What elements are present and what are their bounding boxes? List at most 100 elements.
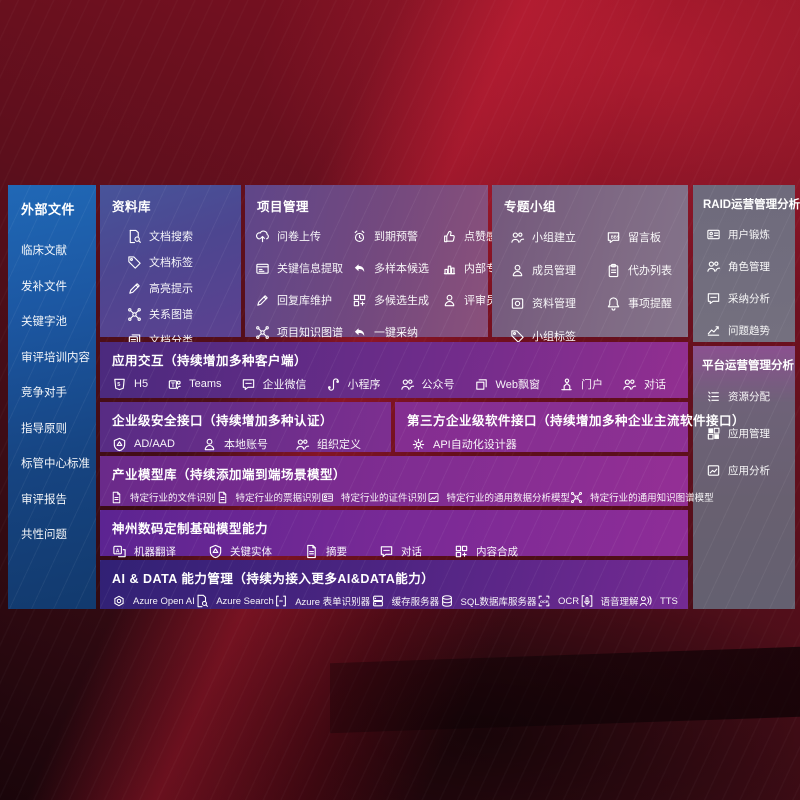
feature-item[interactable]: SQL数据库服务器 xyxy=(440,594,537,608)
alarm-icon xyxy=(352,229,367,244)
feature-item[interactable]: 资料管理 xyxy=(510,295,606,311)
feature-item[interactable]: 多候选生成 xyxy=(352,292,442,308)
feature-item[interactable]: Azure Open AI xyxy=(112,594,195,608)
feature-item[interactable]: OCR xyxy=(537,594,579,608)
feature-item[interactable]: 文档搜索 xyxy=(127,228,241,244)
feature-item[interactable]: 门户 xyxy=(559,376,603,392)
feature-item[interactable]: 指导原则 xyxy=(21,420,96,436)
feature-item-label: 特定行业的证件识别 xyxy=(341,493,427,504)
feature-item-label: 门户 xyxy=(580,379,603,391)
feature-item[interactable]: 事项提醒 xyxy=(606,295,686,311)
project-management-title: 项目管理 xyxy=(257,200,310,214)
feature-item[interactable]: 项目知识图谱 xyxy=(255,324,352,340)
feature-item[interactable]: 采纳分析 xyxy=(706,291,795,306)
feature-item[interactable]: 关键实体 xyxy=(208,544,272,559)
people-icon xyxy=(706,259,721,274)
feature-item[interactable]: 代办列表 xyxy=(606,262,686,278)
feature-item[interactable]: 本地账号 xyxy=(202,436,268,452)
feature-item[interactable]: Azure 表单识别器 xyxy=(274,594,370,608)
feature-item[interactable]: 摘要 xyxy=(304,544,347,559)
feature-item[interactable]: 标管中心标准 xyxy=(21,455,96,471)
feature-item[interactable]: 一键采纳 xyxy=(352,324,442,340)
feature-item[interactable]: 竞争对手 xyxy=(21,384,96,400)
feature-item[interactable]: 问题趋势 xyxy=(706,323,795,338)
feature-item[interactable]: H5 xyxy=(112,377,148,392)
feature-item[interactable]: 成员管理 xyxy=(510,262,606,278)
h5-icon xyxy=(112,377,127,392)
clipboard-icon xyxy=(606,263,621,278)
feature-item[interactable]: 共性问题 xyxy=(21,526,96,542)
feature-item[interactable]: 特定行业的证件识别 xyxy=(321,490,427,504)
doc-icon xyxy=(304,544,319,559)
feature-item[interactable]: Web飘窗 xyxy=(474,376,540,392)
feature-item[interactable]: 特定行业的文件识别 xyxy=(110,490,216,504)
reply-arrow-icon xyxy=(352,325,367,340)
feature-item[interactable]: 应用分析 xyxy=(706,463,795,478)
knowledge-graph-icon xyxy=(255,325,270,340)
feature-item-label: 关键实体 xyxy=(230,546,272,558)
chat-analysis-icon xyxy=(706,291,721,306)
feature-item[interactable]: 应用管理 xyxy=(706,426,795,441)
feature-item[interactable]: 角色管理 xyxy=(706,259,795,274)
feature-item[interactable]: 缓存服务器 xyxy=(371,594,439,608)
info-extract-icon xyxy=(255,261,270,276)
feature-item[interactable]: 到期预警 xyxy=(352,228,442,244)
feature-item[interactable]: 小程序 xyxy=(326,376,381,392)
feature-item-label: 到期预警 xyxy=(374,231,418,243)
feature-item[interactable]: 公众号 xyxy=(400,376,455,392)
feature-item-label: 机器翻译 xyxy=(134,546,176,558)
receipt-icon xyxy=(216,491,229,504)
feature-item[interactable]: 关系图谱 xyxy=(127,306,241,322)
platform-analysis-panel: 平台运营管理分析 资源分配 应用管理 应用分析 xyxy=(693,346,795,609)
external-files-list: 临床文献发补文件关键字池审评培训内容 竞争对手指导原则标管中心标准 审评报告共性问题 xyxy=(8,218,96,602)
feature-item[interactable]: 特定行业的通用数据分析模型 xyxy=(427,490,570,504)
feature-item[interactable]: 对话 xyxy=(622,376,666,392)
feature-item[interactable]: 组织定义 xyxy=(295,436,361,452)
feature-item[interactable]: 关键字池 xyxy=(21,313,96,329)
feature-item[interactable]: API自动化设计器 xyxy=(411,436,517,452)
feature-item[interactable]: 审评培训内容 xyxy=(21,349,96,365)
ocr-icon xyxy=(537,594,551,608)
feature-item[interactable]: 留言板 xyxy=(606,229,686,245)
grid-icon xyxy=(706,426,721,441)
feature-item[interactable]: Teams xyxy=(167,377,221,392)
feature-item[interactable]: AD/AAD xyxy=(112,437,175,452)
feature-item[interactable]: 发补文件 xyxy=(21,278,96,294)
feature-item[interactable]: 问卷上传 xyxy=(255,228,352,244)
grid-plus-icon xyxy=(454,544,469,559)
feature-item[interactable]: 特定行业的票据识别 xyxy=(216,490,322,504)
feature-item[interactable]: 内容合成 xyxy=(454,544,518,559)
feature-item[interactable]: 临床文献 xyxy=(21,242,96,258)
repository-panel: 资料库 文档搜索 文档标签 高亮提示 关系图谱 文档分类 xyxy=(100,185,241,347)
external-files-sidebar: 外部文件 临床文献 发补文件 关键字池 审评培训内容 竞争对手 指导原则 标管中心标准 审评报… xyxy=(8,185,96,609)
base-models-title: 神州数码定制基础模型能力 xyxy=(112,522,269,536)
feature-item[interactable]: 语音理解 xyxy=(580,594,639,608)
feature-item[interactable]: 用户锻炼 xyxy=(706,227,795,242)
feature-item-label: 小组建立 xyxy=(532,232,576,244)
feature-item[interactable]: 对话 xyxy=(379,544,422,559)
feature-item[interactable]: 特定行业的通用知识图谱模型 xyxy=(570,490,714,504)
feature-item[interactable]: 小组标签 xyxy=(510,328,606,344)
feature-item[interactable]: 回复库维护 xyxy=(255,292,352,308)
feature-item[interactable]: 文档标签 xyxy=(127,254,241,270)
feature-item-label: 多样本候选 xyxy=(374,263,429,275)
feature-item[interactable]: 多样本候选 xyxy=(352,260,442,276)
feature-item-label: 关键信息提取 xyxy=(277,263,343,275)
feature-item[interactable]: 高亮提示 xyxy=(127,280,241,296)
feature-item[interactable]: 审评报告 xyxy=(21,491,96,507)
feature-item[interactable]: Azure Search xyxy=(195,594,274,608)
mic-icon xyxy=(580,594,594,608)
feature-item[interactable]: 关键信息提取 xyxy=(255,260,352,276)
feature-item[interactable]: 机器翻译 xyxy=(112,544,176,559)
platform-analysis-list: 资源分配应用管理应用分析 xyxy=(693,373,795,478)
feature-item-label: 组织定义 xyxy=(316,439,361,451)
feature-item[interactable]: TTS xyxy=(639,594,678,608)
feature-item-label: 留言板 xyxy=(628,232,661,244)
feature-item-label: 小程序 xyxy=(347,379,381,391)
feature-item[interactable]: 企业微信 xyxy=(241,376,307,392)
raid-analysis-list: 用户锻炼角色管理采纳分析问题趋势 xyxy=(693,212,795,338)
feature-item-label: 特定行业的票据识别 xyxy=(235,493,322,504)
feature-item[interactable]: 资源分配 xyxy=(706,389,795,404)
feature-item[interactable]: 小组建立 xyxy=(510,229,606,245)
feature-item-label: 回复库维护 xyxy=(277,295,332,307)
